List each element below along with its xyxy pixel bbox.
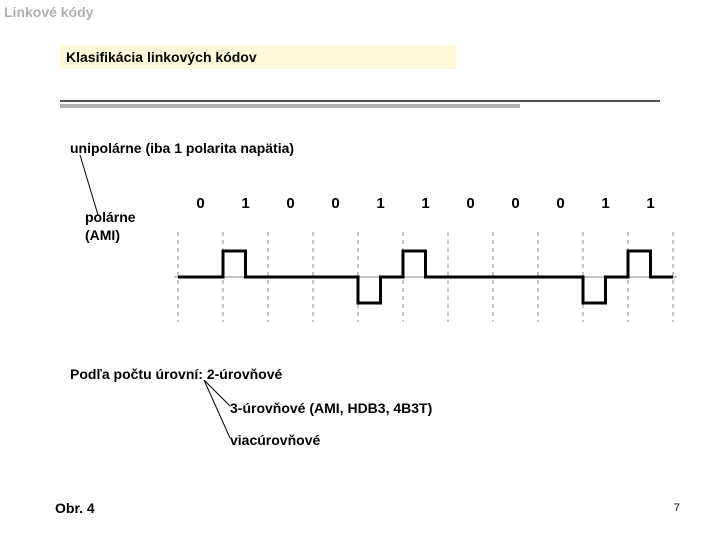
levels-3-label: 3-úrovňové (AMI, HDB3, 4B3T) [230, 400, 432, 416]
levels-multi-label: viacúrovňové [230, 432, 320, 448]
bit-label: 0 [196, 195, 204, 212]
bit-label: 1 [376, 195, 384, 212]
bit-label: 1 [241, 195, 249, 212]
bit-label: 0 [331, 195, 339, 212]
bit-label: 0 [466, 195, 474, 212]
polar-text-2: (AMI) [85, 227, 120, 243]
ami-waveform: 0 1 0 0 1 1 0 0 0 1 1 [170, 195, 690, 335]
polar-label: polárne (AMI) [85, 208, 136, 244]
bit-label: 0 [556, 195, 564, 212]
polar-text-1: polárne [85, 209, 136, 225]
page-top-title: Linkové kódy [4, 4, 93, 20]
levels-2-label: Podľa počtu úrovní: 2-úrovňové [70, 366, 282, 382]
section-rule [60, 100, 660, 102]
figure-label: Obr. 4 [55, 500, 95, 516]
section-rule-shadow [60, 104, 520, 108]
page-number: 7 [674, 502, 680, 514]
waveform-svg [170, 227, 690, 327]
subtitle-band: Klasifikácia linkových kódov [60, 45, 456, 69]
bit-label: 0 [511, 195, 519, 212]
unipolar-label: unipolárne (iba 1 polarita napätia) [70, 140, 294, 156]
bit-label: 0 [286, 195, 294, 212]
bit-label: 1 [601, 195, 609, 212]
bit-label: 1 [646, 195, 654, 212]
bit-label: 1 [421, 195, 429, 212]
